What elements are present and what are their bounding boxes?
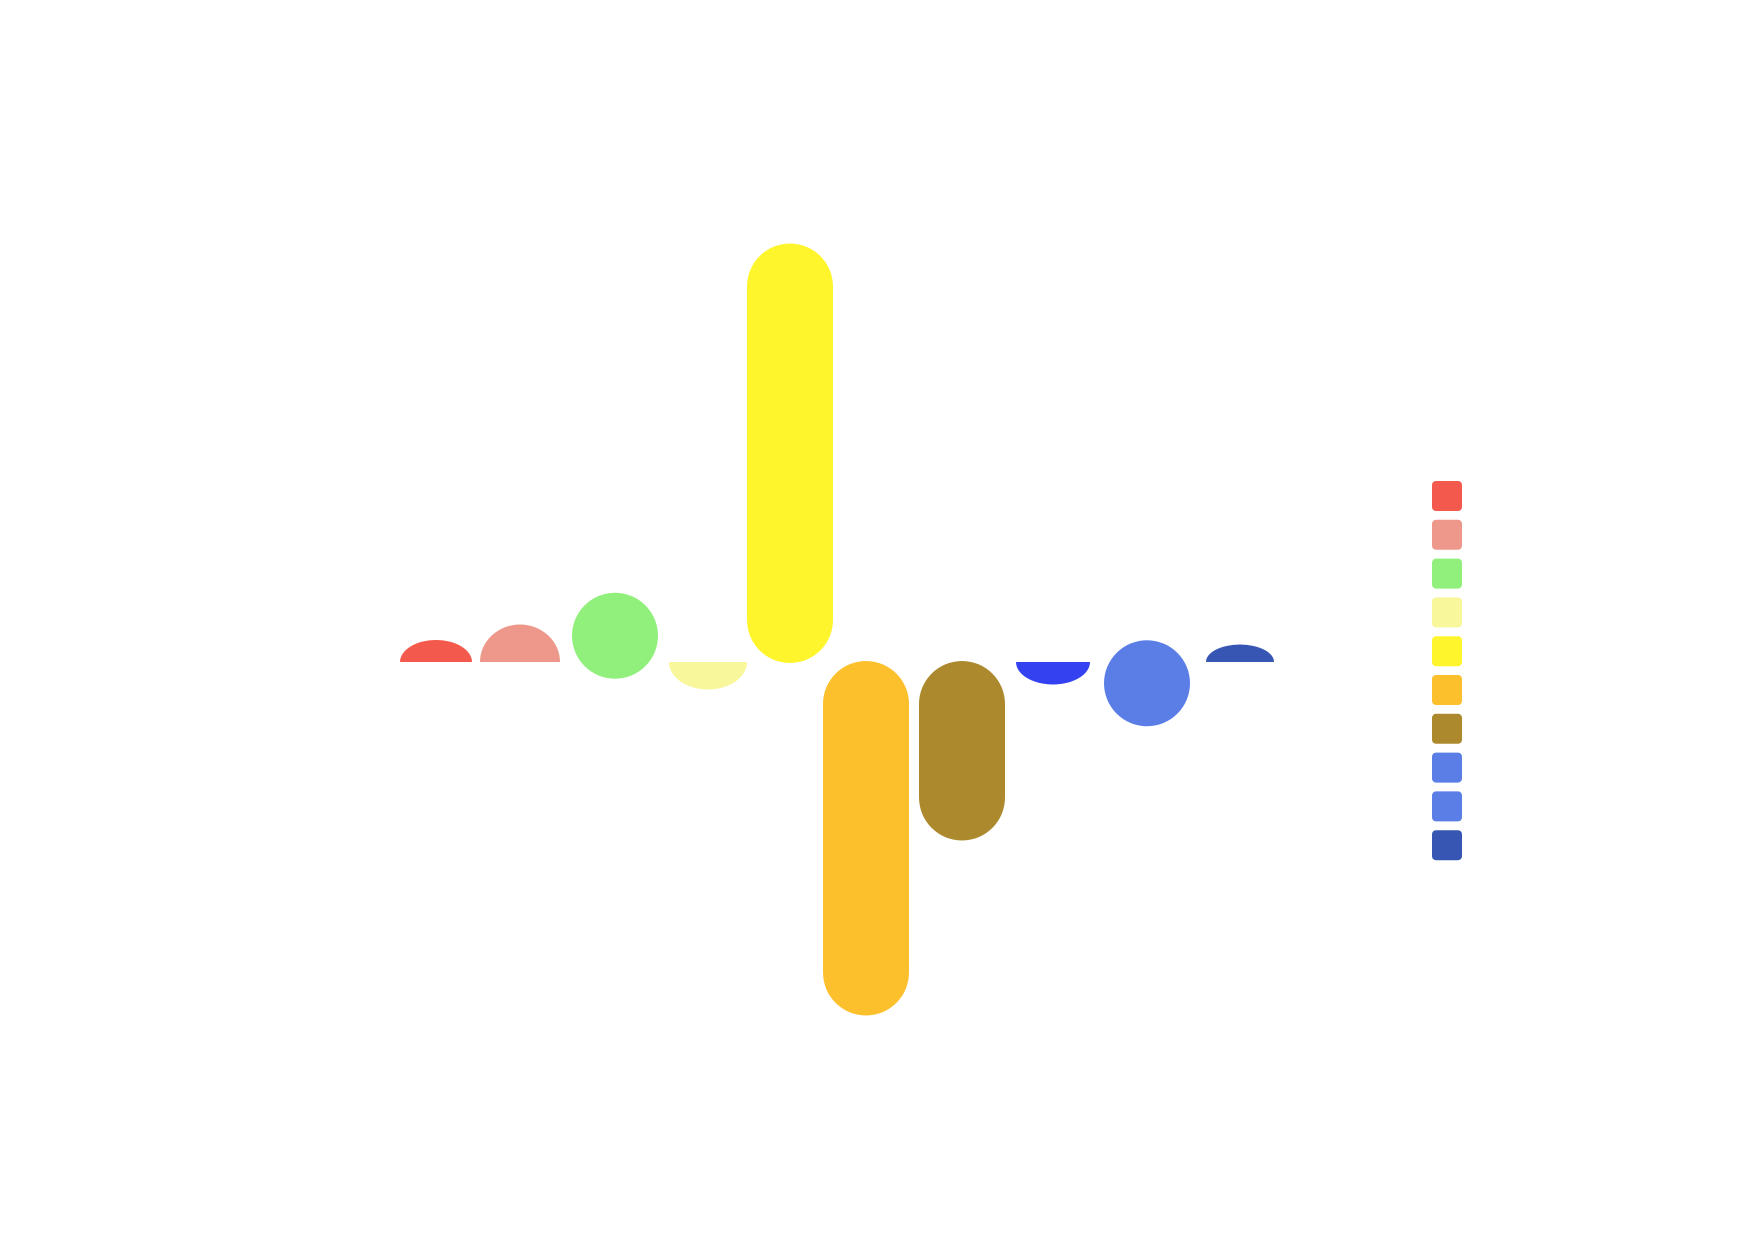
bar-3 <box>572 592 658 679</box>
bar-8 <box>1016 662 1090 685</box>
legend <box>1432 481 1462 861</box>
bar-5 <box>747 243 833 663</box>
bar-6 <box>823 661 909 1016</box>
legend-swatch-4 <box>1432 597 1462 628</box>
legend-swatch-5 <box>1432 636 1462 667</box>
legend-swatch-8 <box>1432 752 1462 783</box>
legend-swatch-7 <box>1432 713 1462 744</box>
bar-2 <box>480 624 560 662</box>
legend-swatch-1 <box>1432 481 1462 511</box>
legend-swatch-6 <box>1432 675 1462 705</box>
bar-7 <box>919 661 1005 841</box>
legend-swatch-10 <box>1432 830 1462 861</box>
bars-layer <box>400 243 1274 1016</box>
legend-swatch-2 <box>1432 519 1462 550</box>
bar-1 <box>400 640 472 662</box>
bar-10 <box>1206 644 1274 662</box>
legend-swatch-3 <box>1432 558 1462 589</box>
bar-4 <box>669 662 747 690</box>
bar-9 <box>1104 640 1190 727</box>
legend-swatch-9 <box>1432 791 1462 822</box>
